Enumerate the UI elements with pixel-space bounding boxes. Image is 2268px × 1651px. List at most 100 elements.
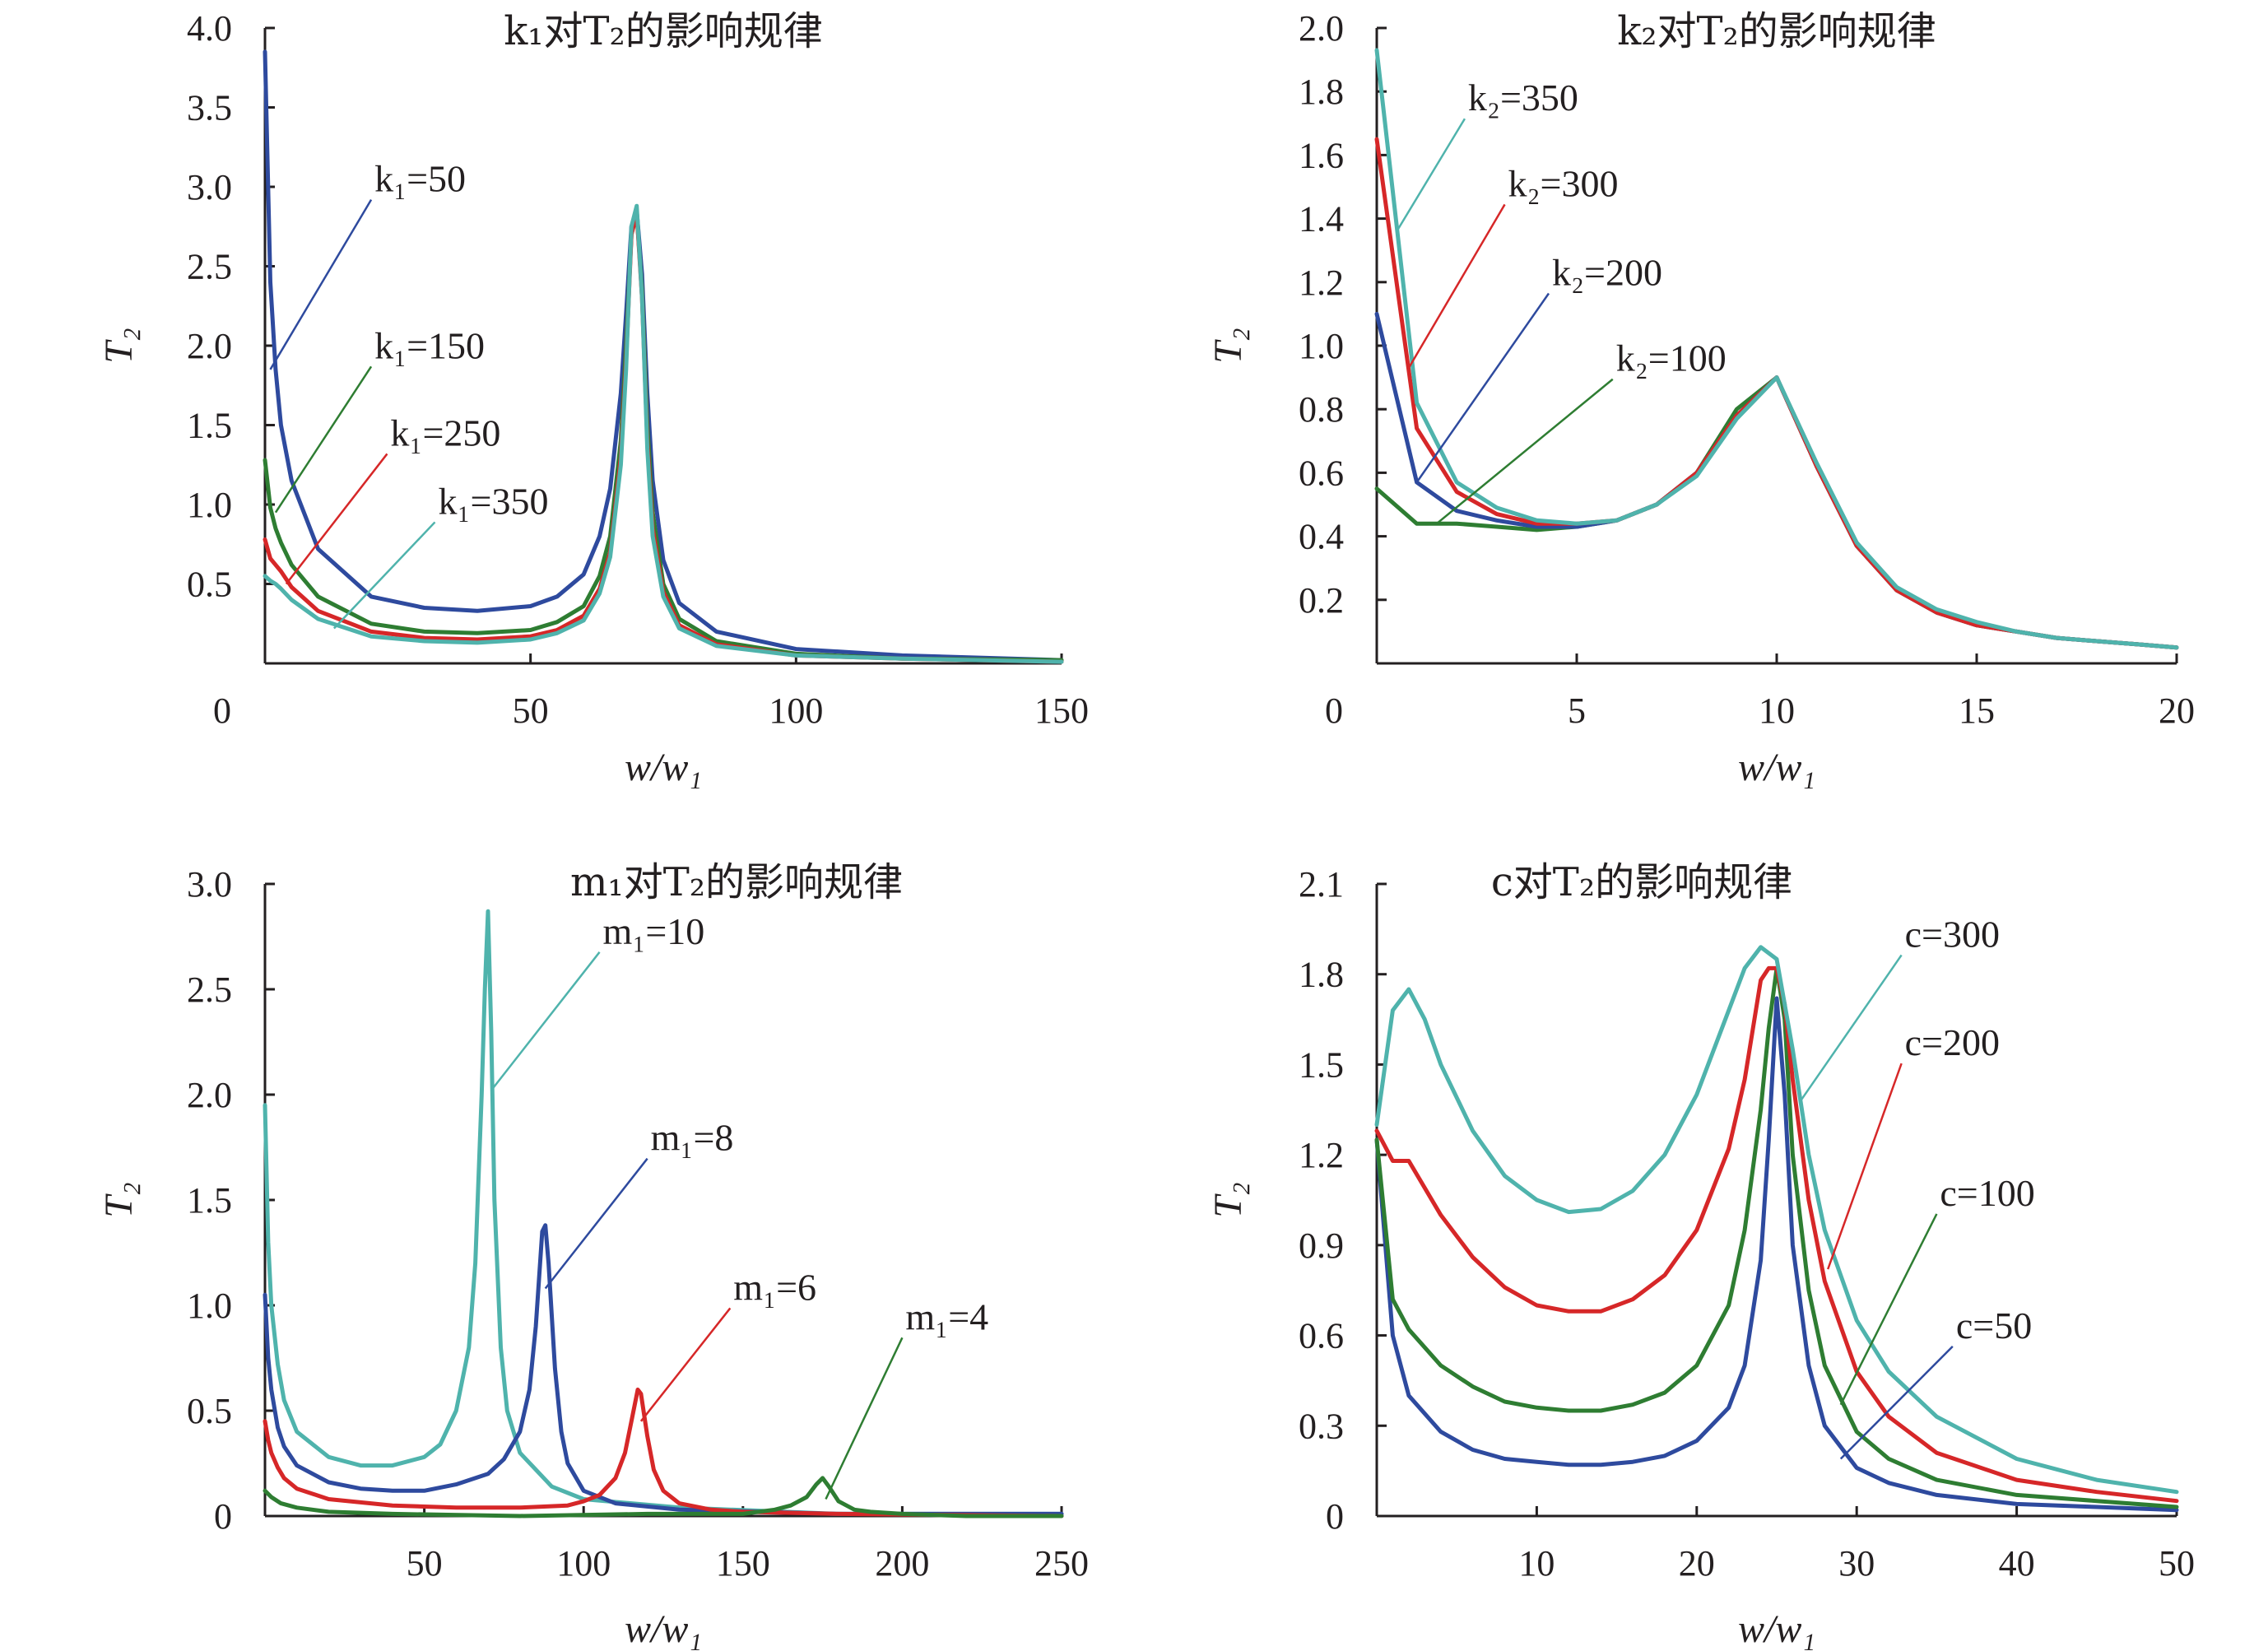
- y-tick-label: 0.6: [1299, 1316, 1344, 1356]
- x-axis-label: w/w₁: [625, 746, 702, 789]
- x-tick-label: 0: [213, 691, 231, 731]
- y-axis-label: T₂: [97, 1182, 141, 1217]
- annotation-leader-line: [1839, 1346, 1954, 1460]
- y-tick-label: 2.1: [1299, 864, 1344, 905]
- series-label: m₁=6: [733, 1266, 816, 1308]
- annotation-leader-line: [490, 951, 601, 1091]
- series-label: k₂=300: [1508, 162, 1619, 204]
- x-tick-label: 50: [2159, 1543, 2195, 1584]
- chart-title: k₂对T₂的影响规律: [1617, 8, 1936, 54]
- x-tick-label: 15: [1959, 691, 1995, 731]
- x-tick-label: 150: [716, 1543, 770, 1584]
- y-tick-label: 1.5: [1299, 1044, 1344, 1085]
- annotation-leader-line: [1827, 1063, 1903, 1270]
- series-label: m₁=4: [905, 1295, 988, 1337]
- annotation-leader-line: [269, 199, 373, 370]
- y-tick-label: 2.5: [187, 970, 232, 1010]
- series-label: k₂=100: [1616, 337, 1727, 379]
- chart-title: m₁对T₂的影响规律: [570, 859, 903, 905]
- annotation-leader-line: [1436, 378, 1614, 525]
- x-tick-label: 0: [1325, 691, 1343, 731]
- series-label: c=50: [1956, 1305, 2032, 1346]
- y-tick-label: 2.5: [187, 247, 232, 287]
- y-tick-label: 1.8: [1299, 72, 1344, 112]
- annotation-leader-line: [1415, 292, 1550, 483]
- y-tick-label: 0.5: [187, 1391, 232, 1431]
- chart-panel-c: 0 0.3 0.6 0.9 1.2 1.5 1.8 2.1 10 20 30 40 50 c对T₂的影响规…: [1206, 859, 2195, 1651]
- series-line-0: [263, 49, 1064, 663]
- series-line-3: [263, 1476, 1064, 1518]
- series-line-0: [1374, 996, 2179, 1513]
- chart-panel-k2: 0.2 0.4 0.6 0.8 1.0 1.2 1.4 1.6 1.8 2.0 0 5 10 15 20 k₂…: [1206, 8, 2195, 789]
- y-tick-label: 1.4: [1299, 199, 1344, 240]
- x-tick-label: 40: [1999, 1543, 2035, 1584]
- series-label: k₁=150: [374, 324, 485, 366]
- x-tick-label: 20: [1679, 1543, 1715, 1584]
- chart-title: c对T₂的影响规律: [1491, 859, 1792, 905]
- series-label: k₂=350: [1468, 77, 1578, 119]
- x-tick-label: 200: [875, 1543, 929, 1584]
- y-tick-label: 1.8: [1299, 955, 1344, 995]
- series-line-2: [1374, 137, 2179, 650]
- y-axis-label: T₂: [1206, 328, 1250, 363]
- annotation-leader-line: [1839, 1213, 1938, 1406]
- y-tick-label: 1.2: [1299, 263, 1344, 303]
- series-label: k₁=50: [374, 158, 466, 200]
- series-line-1: [1374, 965, 2179, 1509]
- annotation-leader-line: [285, 453, 388, 585]
- y-tick-label: 0: [214, 1496, 232, 1537]
- x-axis-label: w/w₁: [1738, 746, 1815, 789]
- x-tick-label: 100: [556, 1543, 611, 1584]
- series-label: k₁=250: [390, 412, 500, 453]
- annotation-leader-line: [1407, 203, 1506, 369]
- annotation-leader-line: [544, 1157, 648, 1290]
- y-tick-label: 0.3: [1299, 1406, 1344, 1446]
- x-tick-label: 150: [1034, 691, 1089, 731]
- x-tick-label: 30: [1838, 1543, 1875, 1584]
- y-tick-label: 2.0: [1299, 8, 1344, 49]
- y-tick-label: 3.0: [187, 167, 232, 207]
- y-tick-label: 0.8: [1299, 389, 1344, 430]
- y-tick-label: 1.5: [187, 1180, 232, 1221]
- y-tick-label: 0.4: [1299, 517, 1344, 557]
- series-label: m₁=10: [603, 910, 705, 952]
- y-tick-label: 1.0: [187, 1286, 232, 1326]
- annotation-leader-line: [1800, 954, 1903, 1102]
- annotation-leader-line: [332, 521, 436, 630]
- series-label: k₁=350: [439, 480, 549, 522]
- x-tick-label: 50: [513, 691, 549, 731]
- series-label: k₂=200: [1552, 252, 1662, 294]
- chart-title: k₁对T₂的影响规律: [504, 8, 823, 54]
- series-line-2: [263, 1387, 1064, 1518]
- series-line-2: [1374, 965, 2179, 1504]
- y-tick-label: 2.0: [187, 326, 232, 366]
- x-tick-label: 100: [769, 691, 823, 731]
- x-tick-label: 20: [2159, 691, 2195, 731]
- series-line-1: [263, 1223, 1064, 1516]
- y-tick-label: 1.5: [187, 406, 232, 446]
- series-line-3: [1374, 48, 2179, 650]
- y-tick-label: 4.0: [187, 8, 232, 49]
- chart-panel-k1: 0.5 1.0 1.5 2.0 2.5 3.0 3.5 4.0 0 50 100 150 k₁对T₂的影…: [97, 8, 1089, 789]
- y-tick-label: 2.0: [187, 1075, 232, 1115]
- series-label: c=100: [1940, 1172, 2034, 1214]
- x-tick-label: 10: [1759, 691, 1795, 731]
- annotation-leader-line: [1396, 118, 1466, 232]
- x-axis-label: w/w₁: [1738, 1607, 1815, 1651]
- y-tick-label: 0.6: [1299, 453, 1344, 493]
- series-line-3: [1374, 945, 2179, 1495]
- y-axis-label: T₂: [97, 328, 141, 363]
- y-tick-label: 0: [1326, 1496, 1344, 1537]
- y-tick-label: 1.2: [1299, 1135, 1344, 1175]
- y-tick-label: 0.2: [1299, 580, 1344, 621]
- x-tick-label: 10: [1518, 1543, 1555, 1584]
- series-line-0: [263, 909, 1064, 1516]
- y-tick-label: 0.5: [187, 565, 232, 605]
- x-tick-label: 250: [1034, 1543, 1089, 1584]
- y-tick-label: 3.5: [187, 88, 232, 128]
- annotation-leader-line: [639, 1307, 732, 1422]
- x-tick-label: 50: [407, 1543, 443, 1584]
- series-line-1: [1374, 311, 2179, 650]
- y-tick-label: 3.0: [187, 864, 232, 905]
